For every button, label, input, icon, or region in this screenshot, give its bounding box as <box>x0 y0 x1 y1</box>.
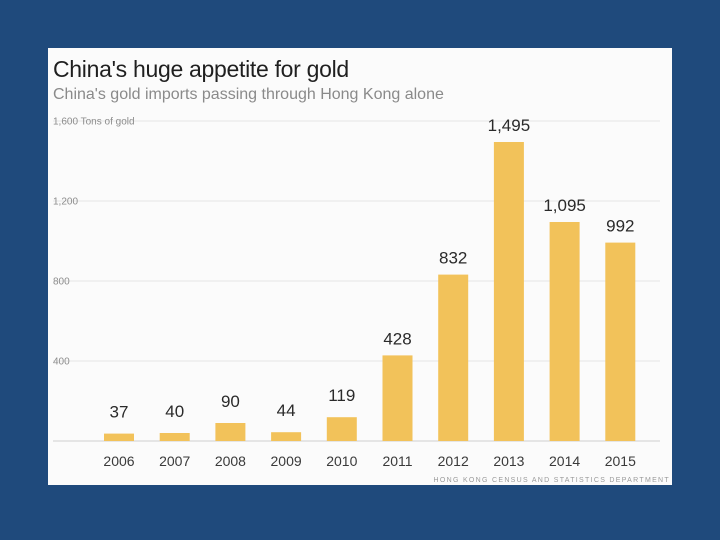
bar <box>605 242 636 441</box>
bar <box>438 274 469 441</box>
bar <box>326 417 357 441</box>
y-tick-label: 400 <box>53 357 70 368</box>
data-label: 40 <box>165 402 184 421</box>
x-tick-label: 2012 <box>438 453 469 469</box>
x-tick-label: 2015 <box>605 453 636 469</box>
x-tick-label: 2006 <box>103 453 134 469</box>
y-tick-label: 800 <box>53 277 70 288</box>
x-tick-label: 2013 <box>493 453 524 469</box>
data-label: 90 <box>221 392 240 411</box>
data-label: 1,495 <box>488 116 531 135</box>
bar <box>159 433 190 441</box>
data-label: 37 <box>110 403 129 422</box>
source-note: HONG KONG CENSUS AND STATISTICS DEPARTME… <box>433 477 670 484</box>
data-label: 119 <box>328 386 355 405</box>
data-label: 992 <box>606 217 634 236</box>
x-tick-label: 2010 <box>326 453 357 469</box>
y-tick-label: 1,200 <box>53 197 78 208</box>
bar <box>215 423 246 441</box>
y-tick-label: 1,600 Tons of gold <box>53 117 135 128</box>
bar-chart: 400 800 1,200 1,600 Tons of gold 37 2006 40 200… <box>53 116 660 469</box>
bar <box>104 433 134 441</box>
chart-title: China's huge appetite for gold <box>53 56 349 82</box>
x-tick-label: 2009 <box>271 453 302 469</box>
bar <box>271 432 302 441</box>
chart-card: China's huge appetite for gold China's g… <box>48 48 672 485</box>
x-tick-label: 2011 <box>382 453 412 469</box>
data-label: 428 <box>383 329 411 348</box>
chart-subtitle: China's gold imports passing through Hon… <box>53 86 444 103</box>
x-tick-label: 2008 <box>215 453 246 469</box>
bar <box>493 142 524 441</box>
bar <box>382 355 413 441</box>
bar <box>549 222 580 441</box>
data-label: 832 <box>439 249 467 268</box>
data-label: 1,095 <box>543 196 586 215</box>
x-tick-label: 2014 <box>549 453 580 469</box>
data-label: 44 <box>277 401 296 420</box>
x-tick-label: 2007 <box>159 453 190 469</box>
